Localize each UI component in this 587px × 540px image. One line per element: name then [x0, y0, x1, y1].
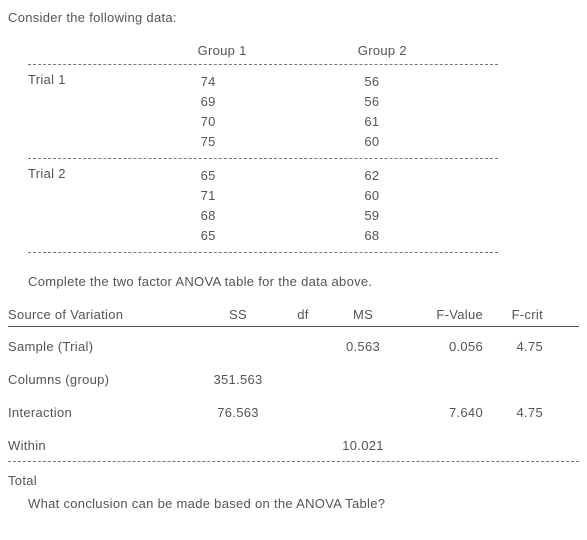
- data-cell: 68: [201, 206, 335, 226]
- anova-cell: Columns (group): [8, 372, 193, 387]
- dash-divider: [28, 158, 498, 160]
- data-cell: 59: [364, 206, 498, 226]
- anova-cell: 7.640: [403, 405, 483, 420]
- anova-col-fcrit: F-crit: [483, 307, 543, 322]
- dash-divider: [28, 252, 498, 254]
- data-cell: 65: [201, 166, 335, 186]
- intro-text: Consider the following data:: [8, 10, 579, 25]
- data-cell: 70: [201, 112, 335, 132]
- anova-cell: 4.75: [483, 339, 543, 354]
- group1-header: Group 1: [178, 43, 338, 58]
- data-cell: 56: [364, 72, 498, 92]
- data-cell: 65: [201, 226, 335, 246]
- anova-table: Source of Variation SS df MS F-Value F-c…: [8, 307, 579, 488]
- data-cell: 60: [364, 132, 498, 152]
- dash-divider: [28, 64, 498, 66]
- anova-cell: 351.563: [193, 372, 283, 387]
- anova-row-interaction: Interaction 76.563 7.640 4.75: [8, 405, 579, 420]
- trial1-label: Trial 1: [28, 72, 171, 152]
- anova-cell: 0.056: [403, 339, 483, 354]
- anova-row-total: Total: [8, 473, 579, 488]
- anova-cell: Within: [8, 438, 193, 453]
- data-cell: 61: [364, 112, 498, 132]
- data-cell: 68: [364, 226, 498, 246]
- anova-col-df: df: [283, 307, 323, 322]
- dash-divider: [8, 461, 579, 463]
- data-table: Group 1 Group 2 Trial 1 74 69 70 75 56 5…: [28, 43, 498, 254]
- trial2-block: Trial 2 65 71 68 65 62 60 59 68: [28, 166, 498, 246]
- anova-col-fvalue: F-Value: [403, 307, 483, 322]
- anova-cell: 0.563: [323, 339, 403, 354]
- anova-header-row: Source of Variation SS df MS F-Value F-c…: [8, 307, 579, 327]
- anova-cell: Sample (Trial): [8, 339, 193, 354]
- anova-col-ms: MS: [323, 307, 403, 322]
- data-cell: 71: [201, 186, 335, 206]
- data-cell: 69: [201, 92, 335, 112]
- anova-row-within: Within 10.021: [8, 438, 579, 453]
- trial2-group1-col: 65 71 68 65: [171, 166, 335, 246]
- anova-cell: 10.021: [323, 438, 403, 453]
- data-header-row: Group 1 Group 2: [28, 43, 498, 58]
- final-question: What conclusion can be made based on the…: [28, 496, 579, 511]
- anova-cell: 76.563: [193, 405, 283, 420]
- data-cell: 62: [364, 166, 498, 186]
- anova-col-source: Source of Variation: [8, 307, 193, 322]
- anova-total-label: Total: [8, 473, 193, 488]
- data-cell: 60: [364, 186, 498, 206]
- anova-row-sample: Sample (Trial) 0.563 0.056 4.75: [8, 339, 579, 354]
- anova-cell: 4.75: [483, 405, 543, 420]
- data-cell: 74: [201, 72, 335, 92]
- trial2-group2-col: 62 60 59 68: [334, 166, 498, 246]
- trial1-group2-col: 56 56 61 60: [334, 72, 498, 152]
- trial1-block: Trial 1 74 69 70 75 56 56 61 60: [28, 72, 498, 152]
- trial2-label: Trial 2: [28, 166, 171, 246]
- anova-row-columns: Columns (group) 351.563: [8, 372, 579, 387]
- group2-header: Group 2: [338, 43, 498, 58]
- mid-instruction: Complete the two factor ANOVA table for …: [28, 274, 579, 289]
- data-cell: 56: [364, 92, 498, 112]
- data-cell: 75: [201, 132, 335, 152]
- anova-col-ss: SS: [193, 307, 283, 322]
- anova-cell: Interaction: [8, 405, 193, 420]
- data-header-blank: [28, 43, 178, 58]
- trial1-group1-col: 74 69 70 75: [171, 72, 335, 152]
